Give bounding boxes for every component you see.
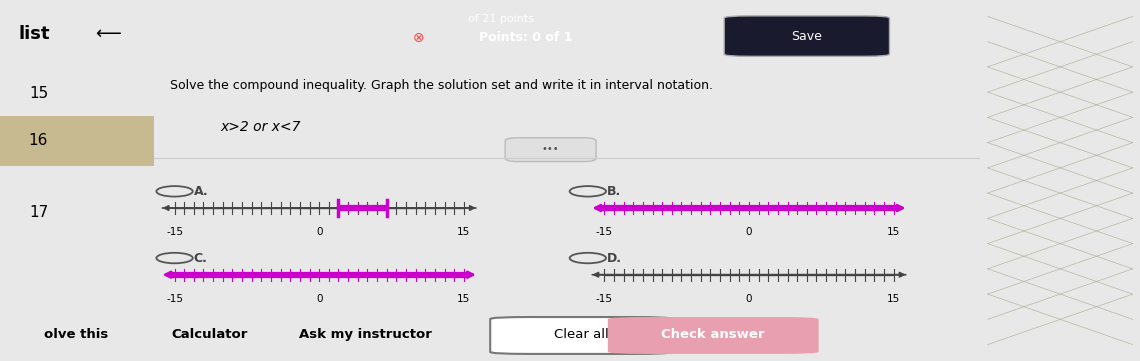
Text: D.: D. [606,252,621,265]
Text: -15: -15 [166,227,184,237]
Text: C.: C. [194,252,207,265]
Text: Check answer: Check answer [661,328,765,341]
Text: •••: ••• [542,144,560,155]
Text: -15: -15 [166,294,184,304]
Text: ⟵: ⟵ [96,25,121,43]
Text: Calculator: Calculator [171,328,247,341]
Text: ⊗: ⊗ [413,31,424,44]
Text: 15: 15 [457,227,471,237]
Text: B.: B. [606,185,621,198]
Text: Clear all: Clear all [554,328,609,341]
FancyBboxPatch shape [505,138,596,162]
Text: 16: 16 [28,133,48,148]
Text: 0: 0 [316,227,323,237]
FancyBboxPatch shape [608,317,819,354]
Text: -15: -15 [596,227,613,237]
Text: 15: 15 [887,227,901,237]
Text: 0: 0 [316,294,323,304]
Text: list: list [18,25,50,43]
Text: Points: 0 of 1: Points: 0 of 1 [479,31,572,44]
Bar [0,116,154,166]
FancyBboxPatch shape [724,16,889,56]
Text: x>2 or x<7: x>2 or x<7 [220,120,301,134]
Text: Solve the compound inequality. Graph the solution set and write it in interval n: Solve the compound inequality. Graph the… [171,79,714,92]
Text: 0: 0 [746,294,752,304]
Text: 15: 15 [457,294,471,304]
Text: 0: 0 [746,227,752,237]
Text: Ask my instructor: Ask my instructor [299,328,432,341]
Text: -15: -15 [596,294,613,304]
FancyBboxPatch shape [490,317,671,354]
Text: olve this: olve this [44,328,108,341]
Text: A.: A. [194,185,209,198]
Text: 15: 15 [887,294,901,304]
Text: Save: Save [791,30,822,43]
Text: 15: 15 [28,86,48,101]
Text: 17: 17 [28,205,48,221]
Text: of 21 points: of 21 points [469,14,534,25]
